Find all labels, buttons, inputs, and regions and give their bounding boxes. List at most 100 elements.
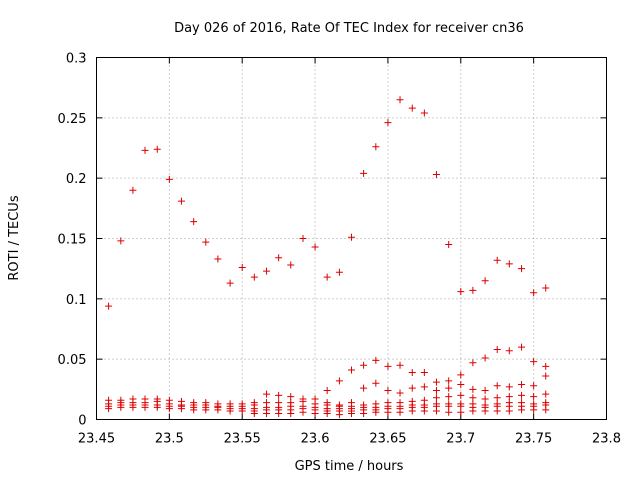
x-axis-title: GPS time / hours	[295, 459, 404, 474]
data-point	[226, 407, 234, 415]
data-point	[445, 402, 453, 410]
data-point	[372, 356, 380, 364]
data-point	[275, 409, 283, 417]
data-point	[323, 409, 331, 417]
x-tick-label: 23.7	[446, 432, 475, 447]
data-point	[469, 359, 477, 367]
data-point	[505, 347, 513, 355]
data-points	[105, 96, 550, 419]
data-point	[117, 237, 125, 245]
data-point	[457, 402, 465, 410]
y-tick-label: 0	[78, 414, 86, 429]
data-point	[299, 408, 307, 416]
data-point	[493, 382, 501, 390]
data-point	[445, 377, 453, 385]
data-point	[396, 96, 404, 104]
data-point	[311, 409, 319, 417]
data-point	[348, 233, 355, 241]
data-point	[275, 391, 283, 399]
data-point	[348, 409, 355, 417]
data-point	[238, 263, 246, 271]
data-point	[335, 377, 343, 385]
data-point	[445, 408, 453, 416]
data-point	[505, 260, 513, 268]
data-point	[360, 361, 368, 369]
data-point	[542, 406, 550, 414]
data-point	[408, 104, 416, 112]
data-point	[493, 407, 501, 415]
x-tick-label: 23.5	[155, 432, 184, 447]
data-point	[505, 383, 513, 391]
data-point	[129, 186, 137, 194]
x-axis-ticks: 23.45 23.5 23.55 23.6 23.65 23.7 23.75 23.8	[78, 57, 621, 447]
data-point	[323, 273, 331, 281]
y-tick-label: 0.25	[58, 112, 87, 127]
data-point	[420, 109, 428, 117]
data-point	[457, 408, 465, 416]
y-tick-label: 0.3	[66, 52, 87, 67]
data-point	[165, 175, 173, 183]
data-point	[469, 407, 477, 415]
data-point	[432, 171, 440, 179]
data-point	[542, 390, 550, 398]
data-point	[469, 385, 477, 393]
data-point	[481, 354, 489, 362]
data-point	[481, 407, 489, 415]
data-point	[202, 406, 210, 414]
data-point	[117, 403, 125, 411]
y-tick-label: 0.15	[58, 233, 87, 248]
data-point	[457, 288, 465, 296]
data-point	[457, 381, 465, 389]
data-point	[372, 408, 380, 416]
data-point	[153, 403, 161, 411]
y-tick-label: 0.1	[66, 293, 87, 308]
data-point	[372, 379, 380, 387]
data-point	[190, 406, 198, 414]
data-point	[505, 393, 513, 401]
data-point	[299, 235, 307, 242]
data-point	[384, 408, 392, 416]
x-tick-label: 23.6	[301, 432, 330, 447]
data-point	[542, 362, 550, 370]
grid-lines	[96, 57, 607, 420]
data-point	[275, 254, 283, 262]
data-point	[420, 383, 428, 391]
data-point	[165, 405, 173, 413]
data-point	[384, 362, 392, 370]
data-point	[493, 346, 501, 354]
data-point	[530, 358, 538, 366]
data-point	[190, 218, 198, 226]
data-point	[214, 255, 222, 263]
data-point	[493, 256, 501, 264]
x-tick-label: 23.65	[369, 432, 406, 447]
data-point	[263, 267, 271, 275]
data-point	[542, 284, 550, 292]
data-point	[396, 408, 404, 416]
data-point	[530, 406, 538, 414]
data-point	[129, 403, 137, 411]
plot-frame	[96, 57, 607, 420]
data-point	[287, 409, 295, 417]
data-point	[238, 407, 246, 415]
data-point	[518, 381, 526, 389]
data-point	[214, 406, 222, 414]
data-point	[141, 403, 149, 411]
y-axis-ticks: 0 0.05 0.1 0.15 0.2 0.25 0.3	[58, 52, 607, 429]
data-point	[250, 273, 258, 281]
data-point	[384, 387, 392, 395]
data-point	[445, 384, 453, 392]
x-tick-label: 23.8	[592, 432, 621, 447]
data-point	[518, 265, 526, 273]
data-point	[469, 394, 477, 402]
x-tick-label: 23.75	[515, 432, 552, 447]
chart-title: Day 026 of 2016, Rate Of TEC Index for r…	[174, 21, 524, 36]
data-point	[311, 243, 319, 251]
data-point	[432, 387, 440, 395]
data-point	[518, 406, 526, 414]
data-point	[177, 197, 185, 205]
data-point	[518, 343, 526, 351]
data-point	[530, 382, 538, 390]
data-point	[360, 169, 368, 177]
data-point	[469, 286, 477, 294]
